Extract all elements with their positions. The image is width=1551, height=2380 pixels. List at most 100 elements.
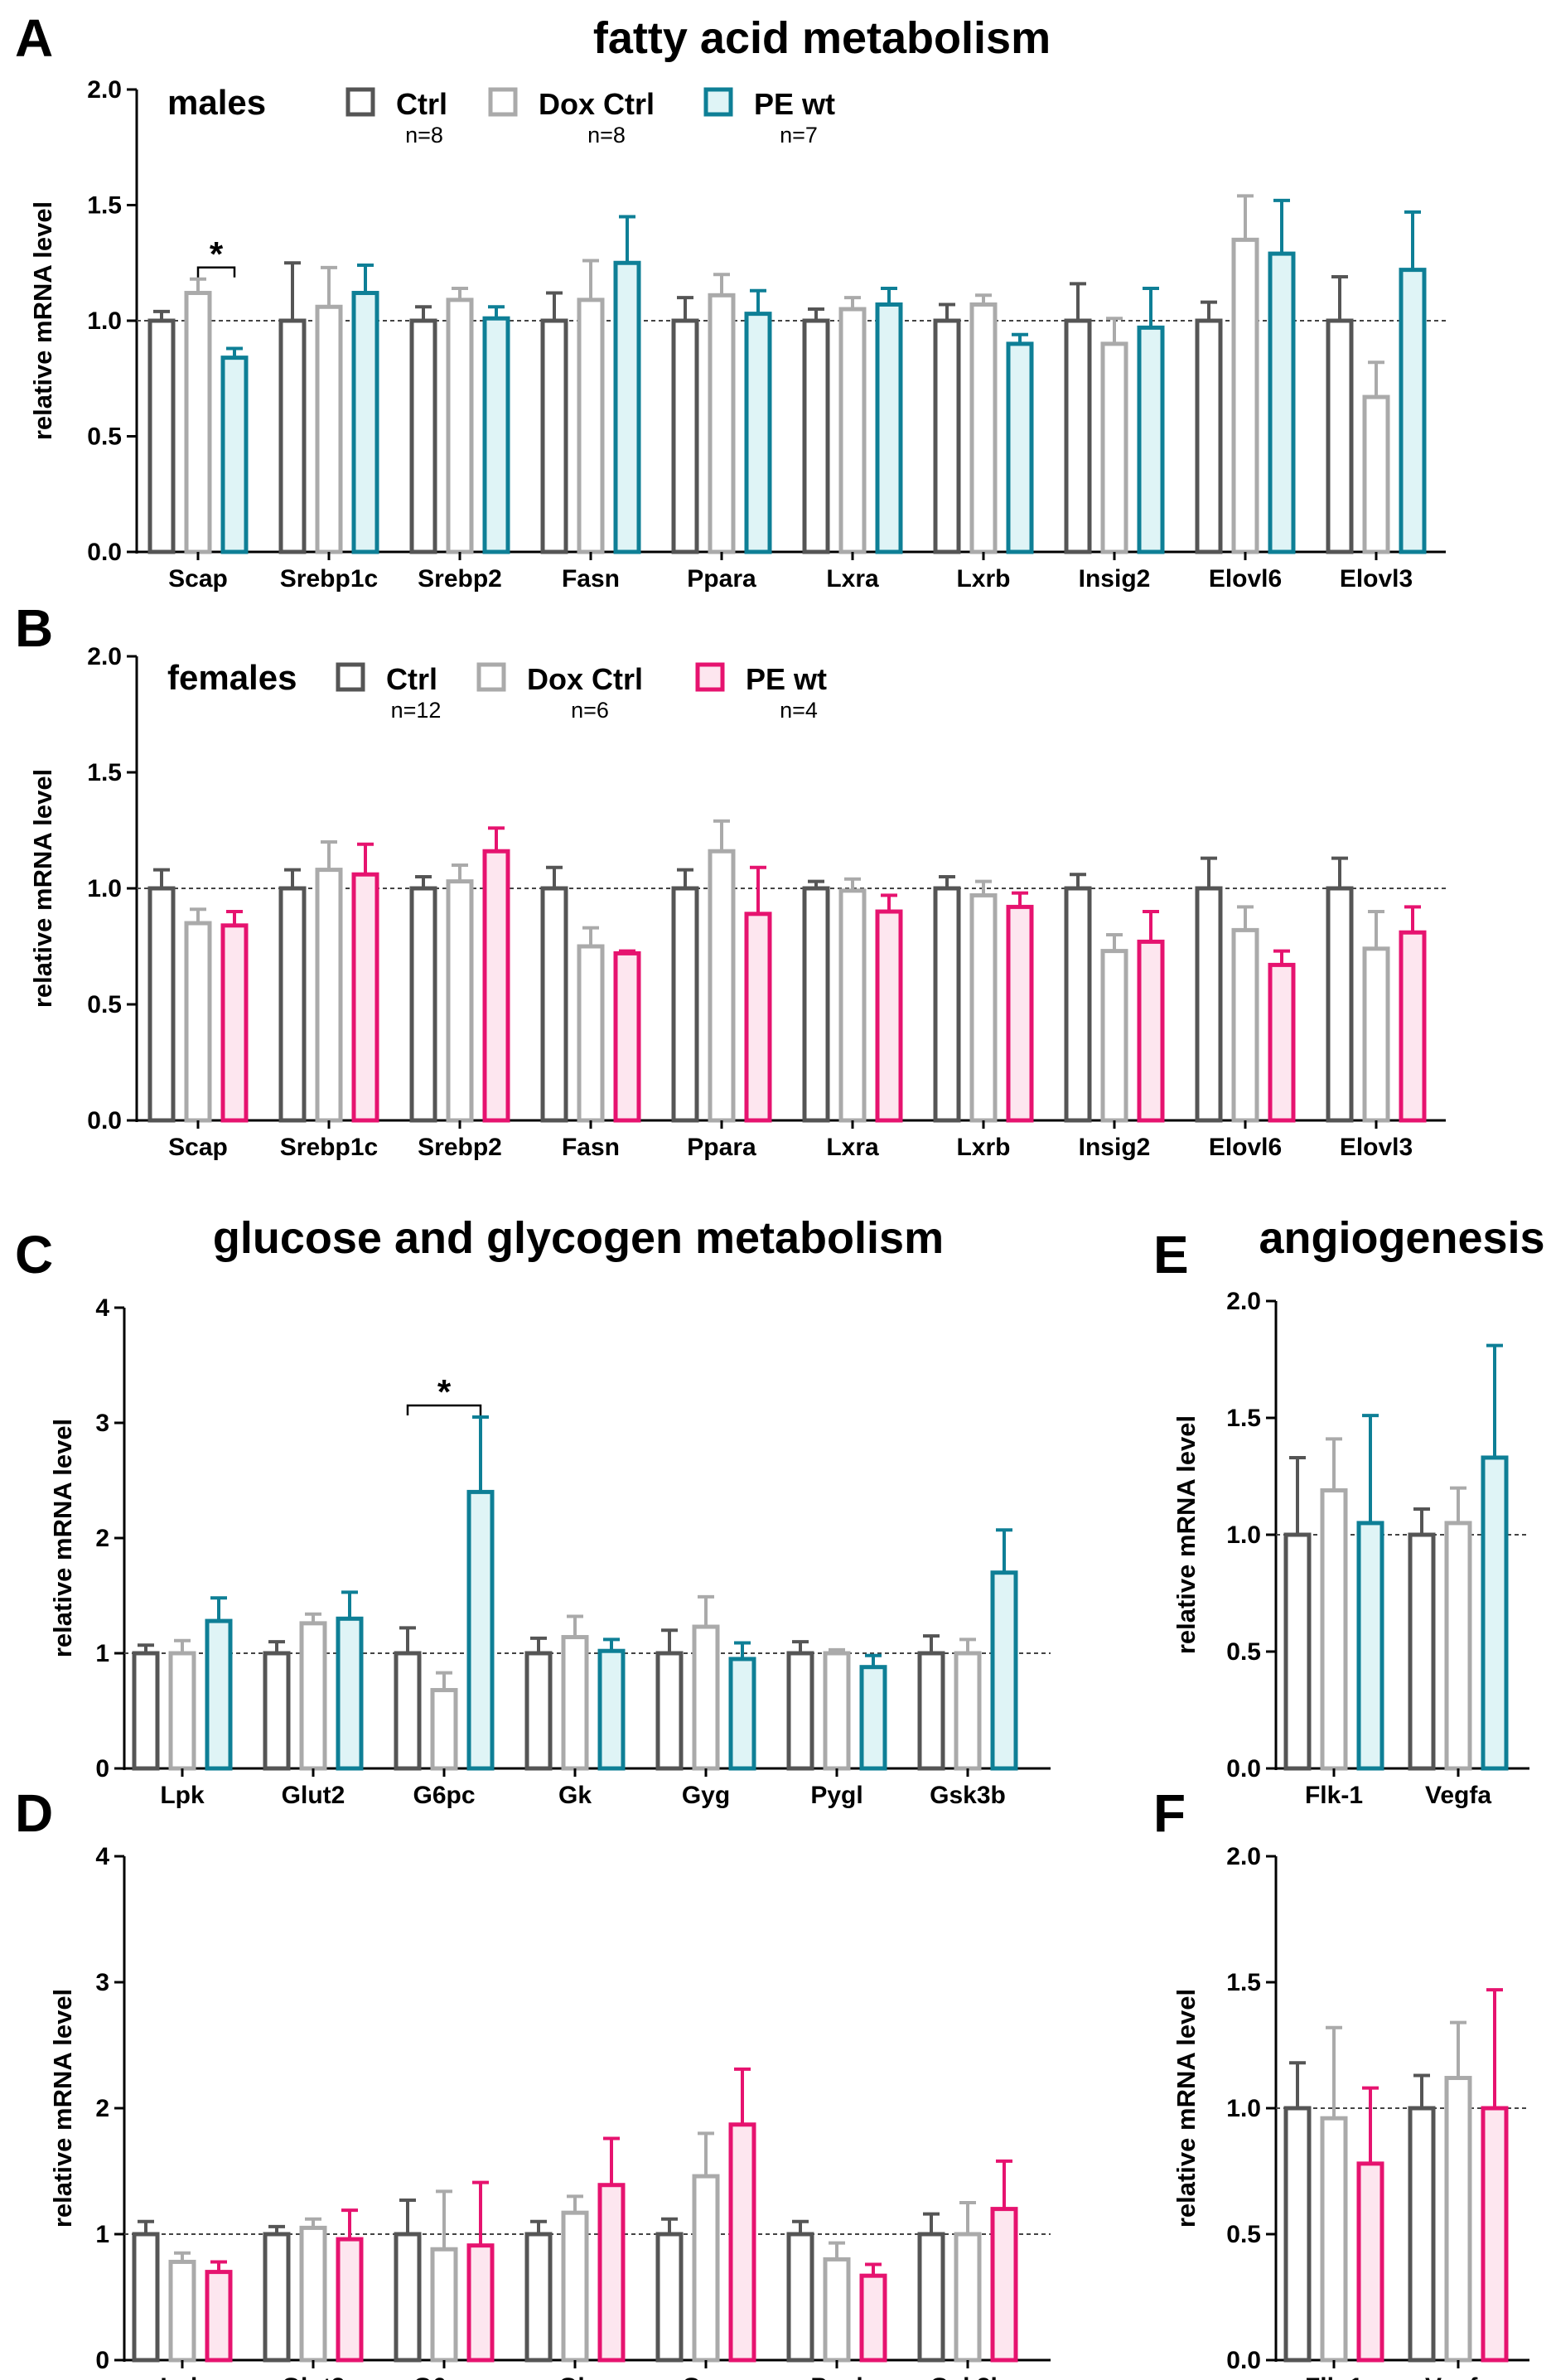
bar	[1283, 2106, 1312, 2363]
bar	[168, 2259, 196, 2363]
bar	[859, 1665, 887, 1771]
bar	[466, 2243, 495, 2363]
legend-label-pe: PE wt	[754, 87, 835, 121]
bar	[482, 316, 510, 554]
x-tick-label: Ppara	[687, 565, 756, 593]
x-tick-label: Scap	[168, 565, 228, 593]
bar	[917, 1651, 945, 1771]
bar	[728, 2122, 756, 2363]
significance-bracket	[196, 266, 236, 278]
bar	[671, 886, 699, 1123]
bar	[990, 1570, 1018, 1771]
panel-letter-c: C	[15, 1225, 53, 1284]
bar	[315, 868, 343, 1123]
bar	[1137, 325, 1165, 554]
bar	[692, 1624, 720, 1771]
bar	[786, 2232, 814, 2363]
bar	[1268, 251, 1296, 554]
bar	[430, 1687, 458, 1771]
y-tick-label: 0.0	[1226, 2347, 1261, 2374]
x-tick-label: Insig2	[1079, 1134, 1151, 1161]
bar	[671, 318, 699, 554]
bar	[394, 2232, 422, 2363]
bar	[132, 2232, 160, 2363]
x-tick-label: Elovl3	[1340, 1134, 1413, 1161]
bar	[1283, 1532, 1312, 1771]
glucose-title: glucose and glycogen metabolism	[213, 1213, 944, 1263]
bar	[561, 1635, 589, 1771]
bar	[823, 2257, 851, 2363]
bar	[838, 888, 867, 1123]
y-tick-label: 0.5	[1226, 1638, 1261, 1666]
chart-panel-b: relative mRNA level 0.0 0.5 1.0 1.5 2.0 Scap Sr…	[28, 643, 1446, 1161]
bar	[1268, 962, 1296, 1123]
bar	[613, 951, 641, 1123]
bar	[540, 886, 568, 1123]
y-tick-label: 4	[95, 1294, 109, 1322]
bar	[1064, 886, 1092, 1123]
bar	[1399, 930, 1427, 1123]
bar	[1481, 1455, 1509, 1771]
x-tick-label: Glut2	[282, 2373, 345, 2380]
y-tick-label: 2.0	[1226, 1843, 1261, 1870]
legend-swatch-pe	[695, 662, 725, 692]
bar	[1444, 1521, 1472, 1771]
bar	[577, 298, 605, 554]
x-tick-label: Gsk3b	[930, 2373, 1006, 2380]
panel-letter-f: F	[1153, 1783, 1186, 1843]
bar	[336, 2237, 364, 2363]
bar	[1356, 2161, 1384, 2363]
panel-letter-d: D	[15, 1783, 53, 1843]
bar	[597, 1648, 626, 1771]
y-axis-label: relative mRNA level	[48, 1419, 77, 1657]
y-tick-label: 0.0	[87, 539, 122, 566]
bar	[1195, 886, 1223, 1123]
bar	[655, 2232, 684, 2363]
y-tick-label: 3	[95, 1969, 109, 1996]
y-tick-label: 0	[95, 2347, 109, 2374]
bar	[220, 923, 249, 1123]
bar	[147, 886, 176, 1123]
y-tick-label: 1.5	[87, 759, 122, 786]
bar	[1320, 1488, 1348, 1771]
bar	[1320, 2116, 1348, 2363]
x-tick-label: Lxrb	[956, 565, 1010, 593]
legend-label-ctrl: Ctrl	[396, 87, 447, 121]
x-tick-label: Vegfa	[1425, 1782, 1491, 1809]
bar	[1100, 341, 1128, 554]
x-tick-label: Lxra	[826, 565, 879, 593]
legend-females: females Ctrl n=12 Dox Ctrl n=6 PE wt n=4	[167, 658, 827, 723]
legend-swatch-ctrl	[336, 662, 365, 692]
legend-n-dox: n=6	[571, 698, 609, 723]
bar	[1064, 318, 1092, 554]
bar	[446, 298, 474, 554]
bar	[205, 1618, 233, 1771]
x-tick-label: Insig2	[1079, 565, 1151, 593]
bar	[524, 1651, 553, 1771]
legend-n-ctrl: n=12	[391, 698, 442, 723]
bar	[1408, 1532, 1436, 1771]
bar	[655, 1651, 684, 1771]
x-tick-label: Srebp1c	[280, 565, 378, 593]
bar	[786, 1651, 814, 1771]
chart-panel-f: relative mRNA level 0.0 0.5 1.0 1.5 2.0 Flk-1 V…	[1172, 1843, 1529, 2380]
panel-letter-b: B	[15, 598, 53, 658]
bar	[540, 318, 568, 554]
y-axis-label: relative mRNA level	[28, 201, 57, 440]
x-tick-label: Lxra	[826, 1134, 879, 1161]
x-tick-label: Lpk	[160, 2373, 205, 2380]
bar	[1356, 1521, 1384, 1771]
x-tick-label: G6pc	[413, 1782, 475, 1809]
legend-swatch-pe	[703, 87, 733, 117]
legend-males: males Ctrl n=8 Dox Ctrl n=8 PE wt n=7	[167, 83, 835, 148]
bar	[875, 302, 903, 554]
chart-panel-e: relative mRNA level 0.0 0.5 1.0 1.5 2.0 Flk-1 V…	[1172, 1288, 1529, 1809]
x-tick-label: Gk	[558, 1782, 592, 1809]
x-tick-label: Lxrb	[956, 1134, 1010, 1161]
bar	[263, 2232, 291, 2363]
y-tick-label: 2.0	[1226, 1288, 1261, 1315]
bar	[692, 2174, 720, 2363]
x-tick-label: Fasn	[562, 1134, 620, 1161]
chart-panel-d: relative mRNA level 0 1 2 3 4 Lpk Glut2 G6pc Gk Gy…	[48, 1843, 1051, 2380]
